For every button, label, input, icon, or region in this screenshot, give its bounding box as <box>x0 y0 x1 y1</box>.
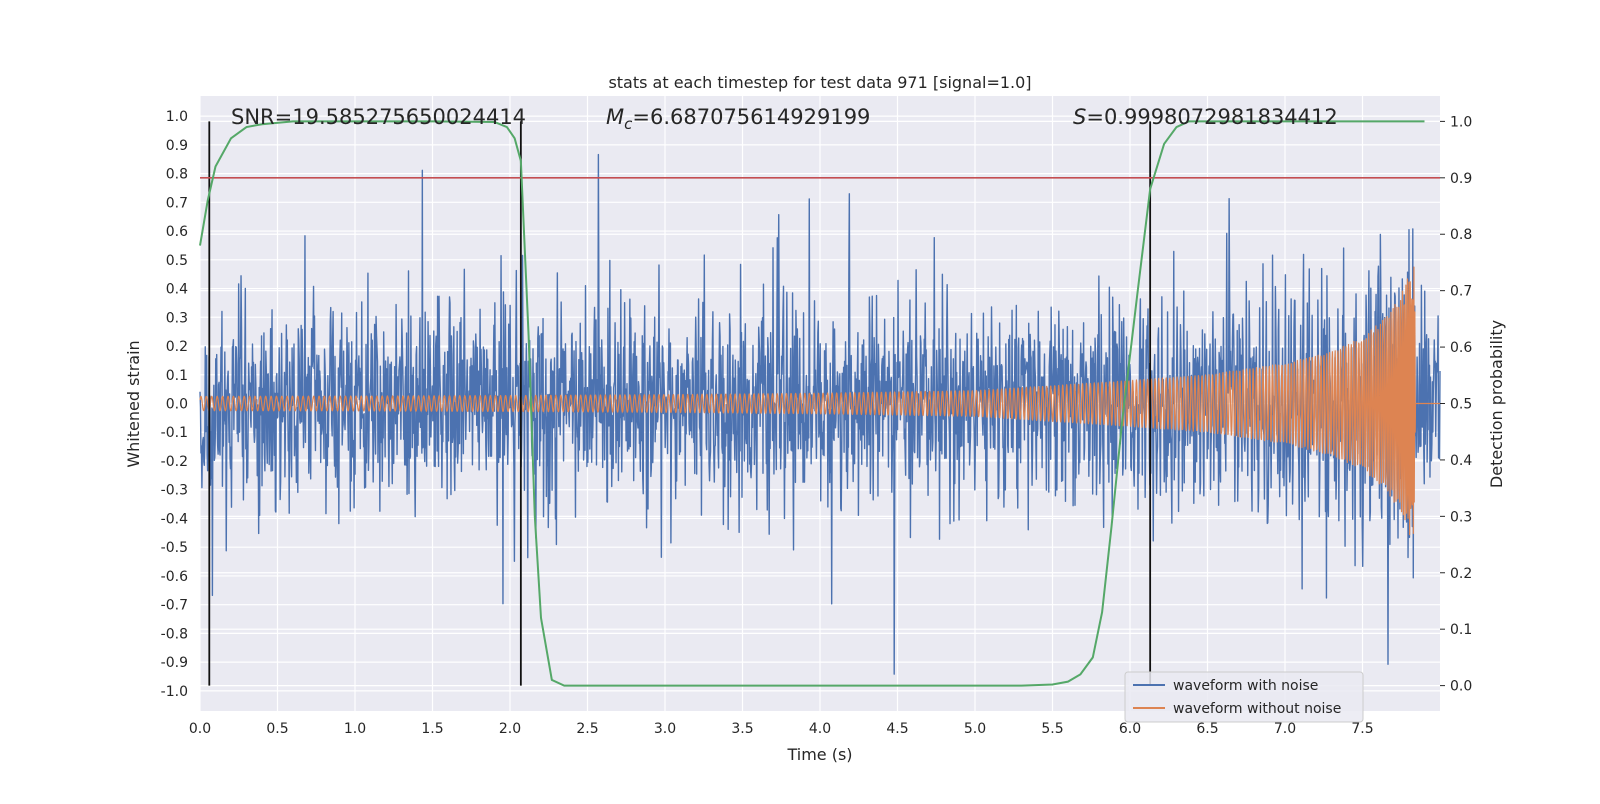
y-tick-label: -1.0 <box>161 684 188 700</box>
series-detection-probability <box>199 120 1425 687</box>
legend-box <box>1124 671 1364 723</box>
right-tick-label: 0.9 <box>1450 171 1472 187</box>
x-tick-label: 1.0 <box>344 721 366 737</box>
series-waveform-with-noise <box>199 153 1441 675</box>
y-tick-label: 0.2 <box>166 339 188 355</box>
y-tick-label: 0.7 <box>166 195 188 211</box>
right-tick-label: 1.0 <box>1450 114 1472 130</box>
right-tick-label: 0.3 <box>1450 509 1472 525</box>
y-axis-ticks: -1.0 -0.9 -0.8 -0.7 -0.6 -0.5 -0.4 -0.3 -0.2 -0.1… <box>161 109 188 700</box>
x-tick-label: 0.5 <box>266 721 288 737</box>
y-tick-label: -0.1 <box>161 425 188 441</box>
x-tick-label: 3.0 <box>654 721 676 737</box>
score-symbol: S <box>1073 105 1086 129</box>
y-tick-label: -0.4 <box>161 511 188 527</box>
y-tick-label: 0.4 <box>166 282 188 298</box>
x-tick-label: 6.5 <box>1196 721 1218 737</box>
x-tick-label: 6.0 <box>1119 721 1141 737</box>
right-tick-label: 0.0 <box>1450 679 1472 695</box>
series-waveform-without-noise <box>199 266 1441 536</box>
y-tick-label: -0.9 <box>161 655 188 671</box>
vertical-markers <box>208 121 1152 686</box>
chart-title: stats at each timestep for test data 971… <box>608 73 1031 92</box>
x-axis-label: Time (s) <box>786 745 852 764</box>
x-tick-label: 4.5 <box>886 721 908 737</box>
right-axis-ticks: 0.0 0.1 0.2 0.3 0.4 0.5 0.6 0.7 0.8 0.9 1.0 <box>1440 114 1472 695</box>
y-tick-label: 0.8 <box>166 167 188 183</box>
right-tick-label: 0.2 <box>1450 566 1472 582</box>
y-tick-label: -0.3 <box>161 483 188 499</box>
y-tick-label: -0.6 <box>161 569 188 585</box>
right-axis-label: Detection probability <box>1487 320 1506 488</box>
x-tick-label: 2.0 <box>499 721 521 737</box>
right-tick-label: 0.7 <box>1450 284 1472 300</box>
chirp-mass-value: =6.687075614929199 <box>632 105 870 129</box>
x-tick-label: 1.5 <box>421 721 443 737</box>
y-tick-label: 1.0 <box>166 109 188 125</box>
y-tick-label: 0.6 <box>166 224 188 240</box>
y-tick-label: -0.7 <box>161 598 188 614</box>
score-annotation: S=0.9998072981834412 <box>1073 105 1338 129</box>
x-tick-label: 3.5 <box>731 721 753 737</box>
x-axis-ticks: 0.0 0.5 1.0 1.5 2.0 2.5 3.0 3.5 4.0 4.5 5.0 5.5 6.0 6… <box>189 721 1374 737</box>
x-tick-label: 2.5 <box>576 721 598 737</box>
right-tick-label: 0.6 <box>1450 340 1472 356</box>
chirp-mass-subscript: c <box>624 115 633 133</box>
x-tick-label: 5.5 <box>1041 721 1063 737</box>
y-tick-label: 0.0 <box>166 397 188 413</box>
chirp-mass-symbol: M <box>606 105 624 129</box>
score-value: =0.9998072981834412 <box>1086 105 1337 129</box>
x-tick-label: 0.0 <box>189 721 211 737</box>
y-tick-label: -0.2 <box>161 454 188 470</box>
y-tick-label: 0.3 <box>166 310 188 326</box>
x-tick-label: 4.0 <box>809 721 831 737</box>
y-tick-label: 0.5 <box>166 253 188 269</box>
x-tick-label: 5.0 <box>964 721 986 737</box>
y-tick-label: -0.5 <box>161 540 188 556</box>
legend: waveform with noise waveform without noi… <box>1124 671 1364 723</box>
right-tick-label: 0.8 <box>1450 227 1472 243</box>
right-tick-label: 0.1 <box>1450 622 1472 638</box>
y-tick-label: 0.9 <box>166 138 188 154</box>
series-layer <box>199 120 1441 687</box>
chirp-mass-annotation: Mc=6.687075614929199 <box>606 105 870 133</box>
y-tick-label: -0.8 <box>161 626 188 642</box>
x-tick-label: 7.0 <box>1274 721 1296 737</box>
y-tick-label: 0.1 <box>166 368 188 384</box>
x-tick-label: 7.5 <box>1351 721 1373 737</box>
right-tick-label: 0.5 <box>1450 397 1472 413</box>
y-axis-label: Whitened strain <box>124 340 143 467</box>
legend-label-noisy: waveform with noise <box>1173 678 1318 694</box>
snr-annotation: SNR=19.585275650024414 <box>231 105 526 129</box>
legend-label-clean: waveform without noise <box>1173 701 1341 717</box>
right-tick-label: 0.4 <box>1450 453 1472 469</box>
